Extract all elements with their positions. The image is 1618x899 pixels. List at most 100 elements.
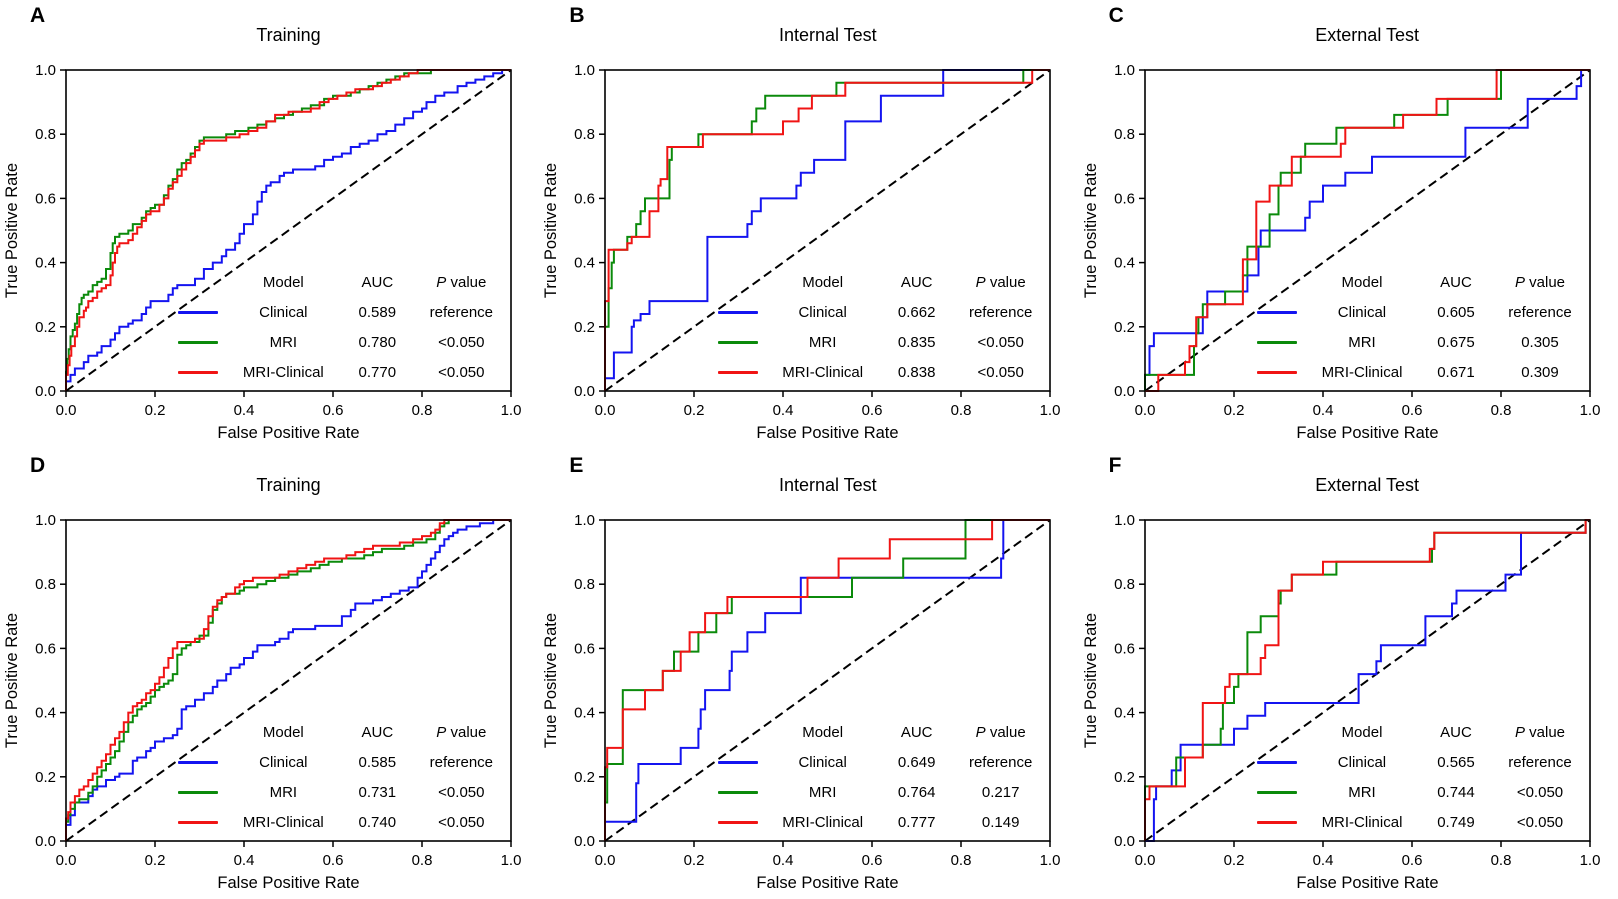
legend-header-auc: AUC	[900, 723, 933, 741]
y-tick-label: 0.2	[574, 768, 595, 785]
chance-diagonal-line	[65, 518, 512, 842]
roc-curve-mri	[604, 518, 1051, 841]
y-tick-label: 1.0	[1114, 512, 1135, 529]
plot-box	[65, 69, 512, 392]
panel-b: B Internal Test 0.0 0.0 0.2 0.2 0.4 0.4 0.6 0.6…	[539, 0, 1078, 450]
chance-diagonal-line	[1144, 518, 1591, 842]
x-tick-label: 0.4	[773, 852, 794, 869]
legend-p-value: reference	[429, 304, 494, 321]
legend-p-value: <0.050	[438, 364, 485, 381]
legend-auc-value: 0.740	[358, 813, 397, 831]
x-tick-label: 0.0	[56, 852, 77, 869]
legend-header-model: Model	[1341, 723, 1383, 741]
y-tick-label: 1.0	[35, 62, 56, 79]
chance-diagonal-line	[604, 518, 1051, 842]
p-rest: value	[989, 723, 1026, 741]
y-tick-label: 0.0	[574, 383, 595, 400]
x-axis-label: False Positive Rate	[217, 874, 359, 892]
roc-plot-c: 0.0 0.0 0.2 0.2 0.4 0.4 0.6 0.6 0.8 0.8 1.0 1.0 Fals…	[1082, 62, 1600, 442]
mri-line-swatch	[178, 790, 219, 794]
roc-curve-clinical	[1144, 518, 1590, 842]
legend-table: Model AUC P value Clinical 0.589 referen…	[171, 268, 509, 388]
y-tick-label: 0.2	[35, 768, 56, 785]
legend-row-mri: MRI 0.835 <0.050	[711, 328, 1049, 358]
p-italic: P	[436, 723, 447, 741]
y-tick-label: 0.6	[1114, 190, 1135, 207]
y-tick-label: 0.2	[1114, 319, 1135, 336]
x-tick-label: 0.2	[145, 402, 166, 419]
x-tick-label: 0.4	[234, 852, 255, 869]
legend-header-pvalue: P value	[413, 724, 509, 741]
legend-model-label: Clinical	[259, 304, 308, 321]
legend-auc-value: 0.838	[897, 364, 936, 381]
x-tick-label: 1.0	[501, 402, 522, 419]
legend-model-label: MRI-Clinical	[1321, 364, 1403, 381]
legend-row-clinical: Clinical 0.565 reference	[1250, 747, 1588, 777]
y-tick-label: 0.2	[574, 319, 595, 336]
mri-line-swatch	[1256, 341, 1297, 344]
legend-model-label: Clinical	[798, 304, 847, 321]
legend-header-auc: AUC	[1440, 274, 1472, 291]
legend-table: Model AUC P value Clinical 0.649 referen…	[711, 717, 1049, 837]
legend-header-auc: AUC	[900, 274, 933, 291]
legend-model-label: MRI-Clinical	[242, 364, 324, 381]
legend-header-row: Model AUC P value	[1250, 268, 1588, 298]
x-tick-label: 0.4	[773, 402, 794, 419]
legend-p-value: reference	[968, 304, 1033, 321]
roc-curve-mri-clinical	[65, 69, 511, 391]
panel-title: Internal Test	[778, 474, 877, 495]
y-tick-label: 0.0	[1114, 383, 1135, 400]
legend-model-label: Clinical	[798, 753, 847, 771]
y-tick-label: 0.8	[1114, 576, 1135, 593]
x-tick-label: 1.0	[501, 852, 522, 869]
p-rest: value	[450, 274, 487, 291]
legend-header-auc: AUC	[1440, 723, 1472, 741]
x-tick-label: 0.8	[412, 852, 433, 869]
panel-letter: D	[30, 453, 46, 477]
x-tick-label: 0.6	[1401, 852, 1422, 869]
legend-header-row: Model AUC P value	[171, 717, 509, 747]
y-tick-label: 1.0	[574, 512, 595, 529]
roc-plot-a: 0.00.0 0.2 0.2 0.4 0.4 0.6 0.6 0.8 0.8 1.0 1.0 Fals…	[3, 62, 522, 442]
panel-title: Training	[256, 474, 321, 495]
x-tick-label: 0.4	[1312, 402, 1333, 419]
x-tick-label: 0.4	[1312, 852, 1333, 869]
legend-auc-value: 0.662	[897, 304, 936, 321]
x-tick-label: 0.0	[1134, 852, 1155, 869]
legend-p-value: <0.050	[438, 334, 485, 351]
mri-line-swatch	[717, 341, 758, 344]
y-axis-label: True Positive Rate	[1082, 612, 1100, 747]
x-tick-label: 0.8	[951, 852, 972, 869]
x-tick-label: 0.6	[323, 402, 344, 419]
legend-p-value: <0.050	[1516, 783, 1564, 801]
panel-letter: E	[569, 453, 584, 477]
panel-title: Training	[256, 25, 321, 45]
legend-row-clinical: Clinical 0.589 reference	[171, 298, 509, 328]
legend-row-clinical: Clinical 0.605 reference	[1250, 298, 1588, 328]
legend-p-value: reference	[1508, 304, 1572, 321]
panel-letter: C	[1108, 4, 1124, 27]
legend-auc-value: 0.744	[1437, 783, 1475, 801]
x-axis-label: False Positive Rate	[1296, 424, 1438, 442]
legend-table: Model AUC P value Clinical 0.662 referen…	[711, 268, 1049, 388]
panel-f: F External Test 0.0 0.0 0.2 0.2 0.4 0.4 0.6 0.6…	[1079, 450, 1618, 899]
legend-header-row: Model AUC P value	[711, 268, 1049, 298]
x-tick-label: 0.4	[234, 402, 255, 419]
legend-row-mri-clinical: MRI-Clinical 0.671 0.309	[1250, 358, 1588, 388]
legend-auc-value: 0.764	[897, 783, 936, 801]
x-tick-label: 0.6	[862, 402, 883, 419]
legend-auc-value: 0.835	[897, 334, 936, 351]
clinical-line-swatch	[1256, 760, 1297, 764]
y-axis-label: True Positive Rate	[1082, 163, 1100, 298]
y-tick-label: 0.4	[1114, 704, 1135, 721]
clinical-line-swatch	[717, 311, 758, 314]
legend-model-label: MRI	[1348, 783, 1376, 801]
x-tick-label: 0.6	[323, 852, 344, 869]
legend-header-auc: AUC	[361, 723, 394, 741]
roc-curve-clinical	[65, 518, 511, 841]
panel-e: E Internal Test 0.0 0.0 0.2 0.2 0.4 0.4 0.6 0.6…	[539, 450, 1078, 899]
p-italic: P	[975, 274, 986, 291]
panel-letter: B	[569, 4, 585, 27]
roc-curve-mri-clinical	[1144, 69, 1590, 392]
